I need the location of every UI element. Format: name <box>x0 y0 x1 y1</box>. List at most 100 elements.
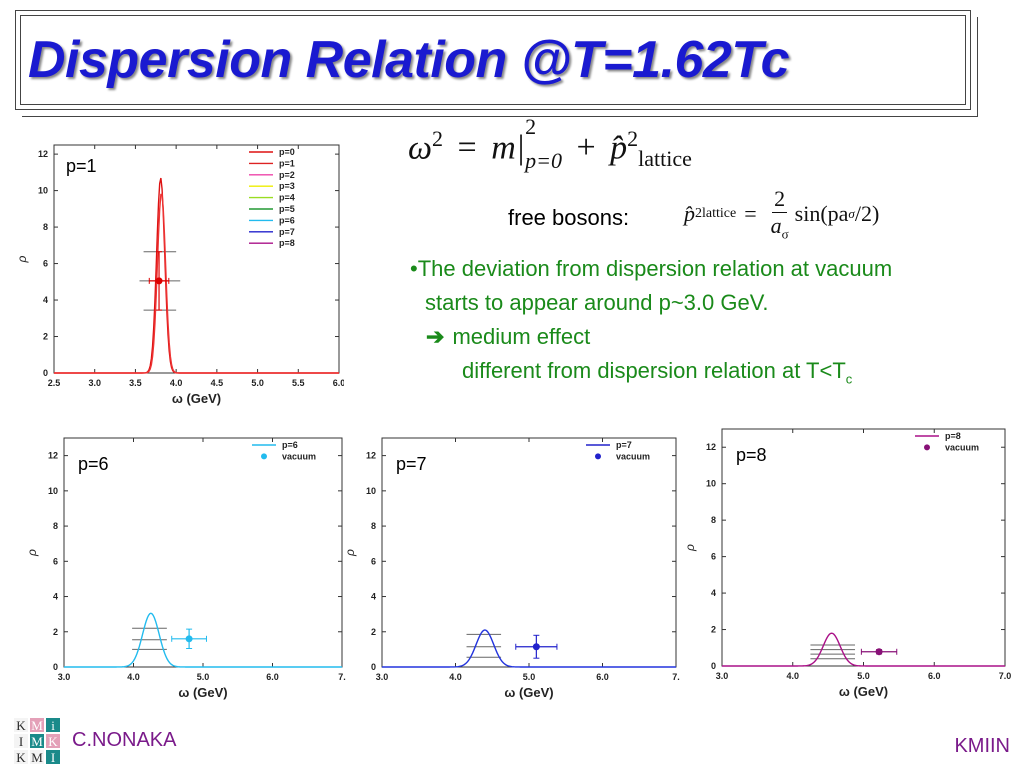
x-tick-label: 6.0 <box>596 672 609 682</box>
legend-label: p=5 <box>279 204 295 214</box>
free-bosons-equation: p̂ 2 lattice = 2 aσ sin(pa σ/2) <box>684 186 880 242</box>
y-tick-label: 0 <box>53 662 58 672</box>
x-tick-label: 5.0 <box>857 671 870 681</box>
data-point <box>155 277 163 285</box>
note-line-3: ➔ medium effect <box>426 324 591 349</box>
plot-frame <box>63 437 343 668</box>
y-tick-label: 2 <box>371 627 376 637</box>
footer-label: KMIIN <box>954 735 1010 757</box>
legend-label: p=3 <box>279 181 295 191</box>
y-tick-label: 10 <box>48 486 58 496</box>
legend-label: p=7 <box>616 440 632 450</box>
panel-label: p=6 <box>78 454 109 474</box>
series-line <box>722 632 1005 667</box>
legend-label: p=8 <box>945 431 961 441</box>
x-tick-label: 4.0 <box>449 672 462 682</box>
y-tick-label: 4 <box>43 295 48 305</box>
y-axis-label: ρ <box>25 549 39 557</box>
y-axis-label: ρ <box>15 255 29 263</box>
legend-marker <box>595 453 601 460</box>
data-point <box>532 643 540 651</box>
series-line <box>54 193 339 374</box>
y-axis-label: ρ <box>343 549 357 557</box>
x-tick-label: 7.0 <box>999 671 1012 681</box>
y-tick-label: 10 <box>38 186 48 196</box>
y-tick-label: 8 <box>371 521 376 531</box>
x-tick-label: 4.0 <box>127 672 140 682</box>
legend-label: p=6 <box>282 440 298 450</box>
y-tick-label: 0 <box>43 368 48 378</box>
y-tick-label: 4 <box>371 592 376 602</box>
panel-label: p=1 <box>66 156 97 176</box>
x-tick-label: 2.5 <box>48 378 61 388</box>
page-title: Dispersion Relation @T=1.62Tc <box>28 31 790 89</box>
x-tick-label: 3.0 <box>376 672 389 682</box>
x-tick-label: 4.0 <box>786 671 799 681</box>
x-tick-label: 7. <box>338 672 346 682</box>
series-line <box>64 612 342 668</box>
legend-marker <box>261 453 267 460</box>
x-tick-label: 5.5 <box>292 378 305 388</box>
series-line <box>382 629 676 668</box>
free-bosons-label: free bosons: <box>508 205 630 230</box>
y-tick-label: 4 <box>711 588 716 598</box>
x-tick-label: 6.0 <box>266 672 279 682</box>
data-point <box>185 635 193 643</box>
x-tick-label: 4.0 <box>170 378 183 388</box>
y-tick-label: 2 <box>711 625 716 635</box>
x-tick-label: 3.0 <box>716 671 729 681</box>
x-axis-label: ω (GeV) <box>839 684 888 699</box>
x-tick-label: 3.0 <box>58 672 71 682</box>
data-point <box>875 648 883 656</box>
kmi-logo: K M i I M K K M I <box>13 717 61 765</box>
x-tick-label: 6.0 <box>928 671 941 681</box>
x-tick-label: 3.0 <box>88 378 101 388</box>
legend-label: p=1 <box>279 158 295 168</box>
title-box <box>15 10 971 110</box>
y-tick-label: 12 <box>38 149 48 159</box>
note-line-1: •The deviation from dispersion relation … <box>410 256 893 281</box>
x-axis-label: ω (GeV) <box>504 685 553 700</box>
notes: •The deviation from dispersion relation … <box>410 252 892 396</box>
chart-p1: 0 2 4 6 8 10 12 2.5 3.0 3.5 4.0 4.5 5.0 5.5 6.0 ω (GeV)… <box>15 144 344 406</box>
legend-label: vacuum <box>616 451 650 461</box>
y-tick-label: 0 <box>371 662 376 672</box>
x-tick-label: 5.0 <box>197 672 210 682</box>
y-tick-label: 6 <box>711 552 716 562</box>
author-name: C.NONAKA <box>72 729 177 751</box>
y-tick-label: 12 <box>48 451 58 461</box>
legend-label: p=8 <box>279 238 295 248</box>
legend-label: p=0 <box>279 147 295 157</box>
legend-label: p=2 <box>279 170 295 180</box>
note-line-2: starts to appear around p~3.0 GeV. <box>425 290 769 315</box>
legend-label: p=4 <box>279 193 295 203</box>
y-tick-label: 4 <box>53 592 58 602</box>
x-tick-label: 5.0 <box>523 672 536 682</box>
y-tick-label: 6 <box>53 556 58 566</box>
plot-frame <box>381 437 677 668</box>
y-tick-label: 8 <box>53 521 58 531</box>
x-tick-label: 6.0 <box>333 378 344 388</box>
y-tick-label: 8 <box>43 222 48 232</box>
y-tick-label: 12 <box>706 442 716 452</box>
y-tick-label: 6 <box>43 259 48 269</box>
plot-frame <box>53 144 340 374</box>
y-tick-label: 10 <box>366 486 376 496</box>
panel-label: p=7 <box>396 454 427 474</box>
x-tick-label: 5.0 <box>251 378 264 388</box>
legend-label: vacuum <box>945 442 979 452</box>
x-axis-label: ω (GeV) <box>178 685 227 700</box>
legend-label: p=6 <box>279 215 295 225</box>
note-line-4: different from dispersion relation at T<… <box>462 358 853 387</box>
y-tick-label: 2 <box>53 627 58 637</box>
y-tick-label: 2 <box>43 332 48 342</box>
y-tick-label: 12 <box>366 451 376 461</box>
x-tick-label: 4.5 <box>211 378 224 388</box>
y-tick-label: 6 <box>371 556 376 566</box>
y-tick-label: 8 <box>711 515 716 525</box>
legend-label: vacuum <box>282 451 316 461</box>
arrow-icon: ➔ <box>426 324 445 349</box>
